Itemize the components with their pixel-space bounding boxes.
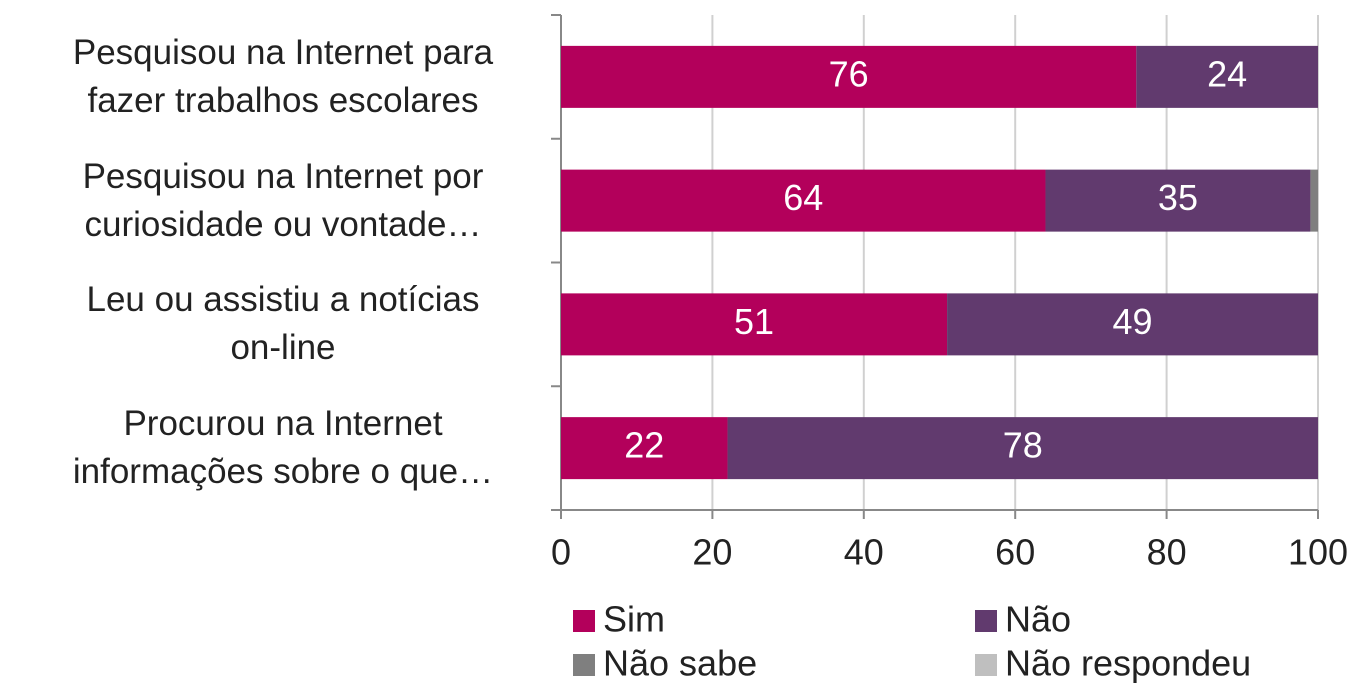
bar-segment: [1045, 169, 1311, 232]
x-tick-label: 20: [692, 532, 732, 573]
legend-label: Não sabe: [603, 643, 757, 684]
x-tick-label: 80: [1147, 532, 1187, 573]
legend-label: Não respondeu: [1005, 643, 1251, 684]
data-label: 22: [624, 425, 664, 466]
bar-segment: [727, 417, 1318, 480]
data-label: 49: [1113, 301, 1153, 342]
legend-swatch: [573, 654, 595, 676]
data-label: 64: [783, 177, 823, 218]
legend-swatch: [975, 654, 997, 676]
data-label: 78: [1003, 425, 1043, 466]
bar-segment: [1136, 45, 1318, 108]
data-label: 76: [829, 53, 869, 94]
bar-segment: [1310, 169, 1318, 232]
data-label: 51: [734, 301, 774, 342]
bar-segment: [561, 417, 728, 480]
x-tick-label: 0: [551, 532, 571, 573]
y-tick-label: Procurou na Internet informações sobre o…: [72, 404, 494, 492]
legend-label: Sim: [603, 599, 665, 640]
bar-segment: [947, 293, 1318, 356]
legend-swatch: [975, 610, 997, 632]
x-tick-label: 60: [995, 532, 1035, 573]
legend-label: Não: [1005, 599, 1071, 640]
y-tick-label: Pesquisou na Internet para fazer trabalh…: [72, 32, 494, 120]
x-tick-label: 40: [844, 532, 884, 573]
bar-segment: [561, 293, 948, 356]
y-tick-label: Leu ou assistiu a notícias on-line: [86, 280, 480, 368]
x-tick-label: 100: [1288, 532, 1348, 573]
y-tick-label: Pesquisou na Internet por curiosidade ou…: [82, 156, 484, 244]
data-label: 24: [1207, 53, 1247, 94]
bar-segment: [561, 169, 1046, 232]
data-label: 35: [1158, 177, 1198, 218]
legend-swatch: [573, 610, 595, 632]
bar-segment: [561, 45, 1137, 108]
